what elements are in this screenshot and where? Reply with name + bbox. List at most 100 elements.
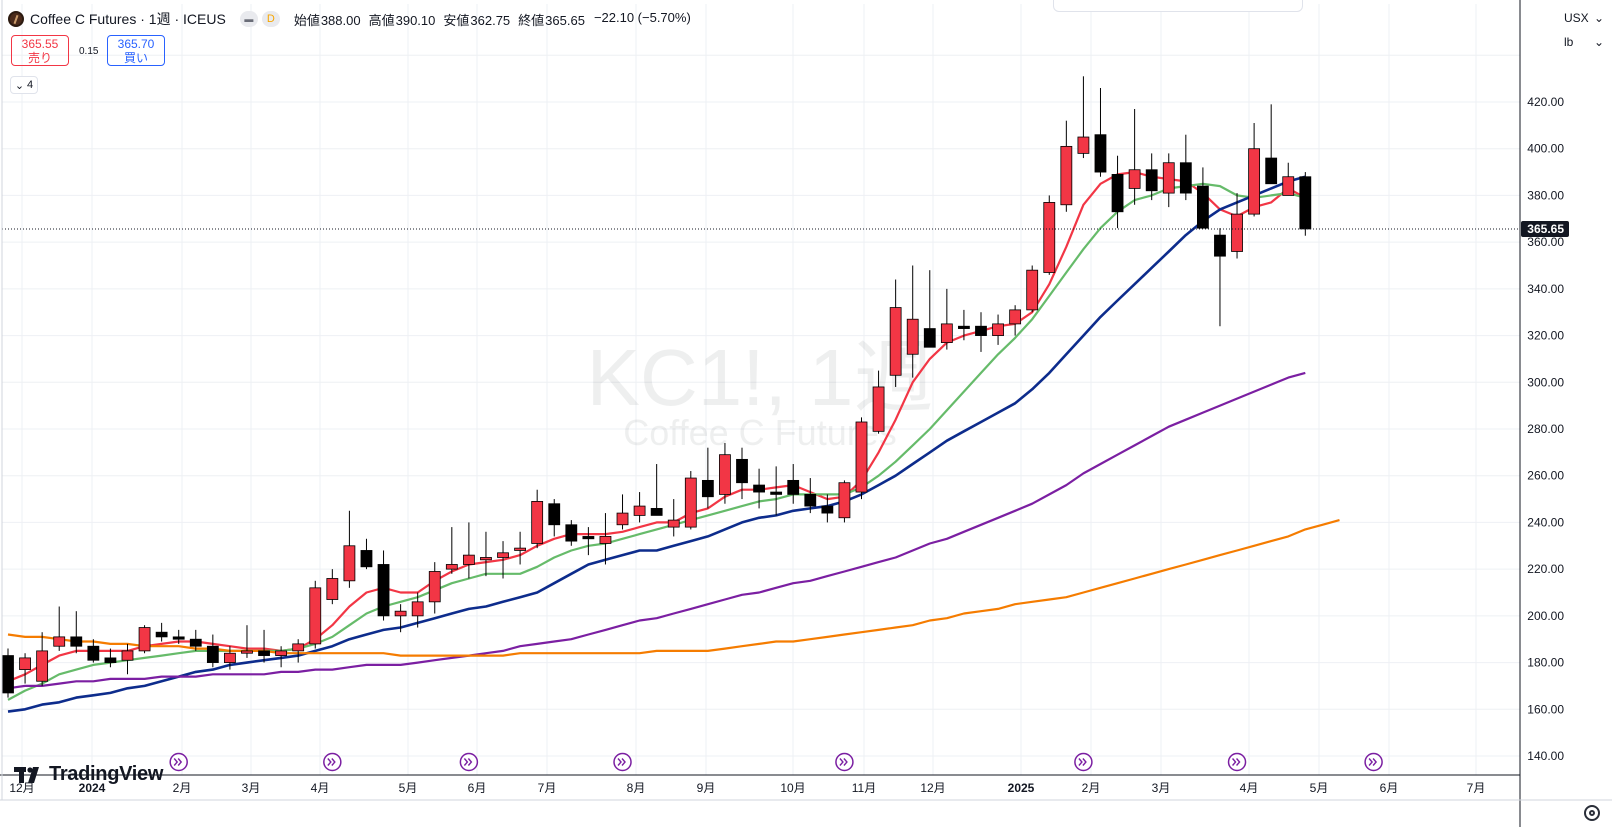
candle-body[interactable]	[241, 650, 253, 654]
candle-body[interactable]	[872, 386, 885, 432]
candle-body[interactable]	[121, 650, 134, 661]
candle-body[interactable]	[53, 636, 66, 647]
candle-body[interactable]	[104, 657, 117, 663]
unit-selector[interactable]: lb ⌄	[1564, 32, 1604, 52]
candle-body[interactable]	[377, 564, 390, 617]
candle-body[interactable]	[1128, 169, 1141, 189]
candle-body[interactable]	[889, 307, 902, 376]
candle-body[interactable]	[1077, 136, 1090, 154]
floating-drawing-toolbar[interactable]	[1053, 0, 1303, 12]
candle-body[interactable]	[19, 657, 31, 670]
indicators-toggle-button[interactable]: ⌄ 4	[10, 76, 38, 94]
candle-body[interactable]	[770, 491, 783, 495]
candle-body[interactable]	[599, 536, 612, 544]
candle-body[interactable]	[428, 571, 441, 603]
candle-body[interactable]	[958, 325, 970, 329]
candle-body[interactable]	[1162, 162, 1175, 194]
candle-body[interactable]	[1197, 185, 1209, 229]
event-marker-icon[interactable]	[1227, 752, 1247, 772]
candle-body[interactable]	[548, 503, 561, 526]
candle-body[interactable]	[224, 652, 236, 663]
candle-body[interactable]	[1060, 145, 1073, 206]
candle-body[interactable]	[633, 505, 646, 516]
candle-body[interactable]	[855, 421, 868, 493]
candle-body[interactable]	[394, 610, 407, 617]
candle-body[interactable]	[1179, 162, 1192, 194]
candle-body[interactable]	[445, 564, 458, 570]
candle-body[interactable]	[1265, 157, 1278, 185]
event-marker-icon[interactable]	[323, 752, 342, 772]
candle-body[interactable]	[155, 631, 168, 638]
candle-body[interactable]	[923, 328, 936, 348]
candle-body[interactable]	[1231, 213, 1243, 252]
candle-body[interactable]	[462, 554, 475, 565]
candle-body[interactable]	[650, 508, 663, 516]
sell-button[interactable]: 365.55 売り	[11, 35, 69, 66]
candle-body[interactable]	[275, 650, 288, 656]
candle-body[interactable]	[719, 454, 731, 495]
candle-body[interactable]	[189, 638, 202, 647]
candle-body[interactable]	[736, 458, 748, 484]
candle-body[interactable]	[1094, 134, 1107, 173]
event-marker-icon[interactable]	[459, 752, 479, 772]
candle-body[interactable]	[804, 493, 817, 507]
settings-gear-icon[interactable]	[1584, 805, 1600, 821]
candle-body[interactable]	[667, 519, 680, 528]
event-marker-icon[interactable]	[613, 752, 632, 772]
candle-body[interactable]	[582, 536, 595, 540]
candle-body[interactable]	[360, 550, 373, 568]
candle-body[interactable]	[684, 477, 697, 528]
candle-body[interactable]	[172, 636, 185, 640]
symbol-title[interactable]: Coffee C Futures · 1週 · ICEUS	[30, 11, 226, 27]
candle-body[interactable]	[326, 578, 339, 600]
candle-body[interactable]	[616, 512, 629, 526]
delayed-data-badge[interactable]: D	[261, 11, 280, 27]
candle-body[interactable]	[1299, 176, 1312, 230]
candle-body[interactable]	[1111, 174, 1124, 213]
candle-body[interactable]	[497, 552, 509, 558]
candle-body[interactable]	[975, 325, 987, 336]
candle-body[interactable]	[411, 601, 424, 617]
candle-body[interactable]	[36, 650, 49, 682]
candle-body[interactable]	[206, 645, 219, 663]
candle-body[interactable]	[1248, 148, 1261, 215]
candle-body[interactable]	[1214, 234, 1226, 257]
candle-body[interactable]	[753, 484, 765, 493]
symbol-legend[interactable]: Coffee C Futures · 1週 · ICEUS ▬ D 始値388.…	[8, 9, 691, 29]
candle-body[interactable]	[309, 587, 322, 645]
event-marker-icon[interactable]	[835, 752, 854, 772]
candle-body[interactable]	[1009, 309, 1022, 325]
candle-body[interactable]	[906, 318, 919, 355]
candle-body[interactable]	[70, 636, 83, 647]
candle-body[interactable]	[258, 650, 270, 656]
candle-body[interactable]	[838, 482, 851, 519]
candle-body[interactable]	[343, 545, 356, 582]
candle-body[interactable]	[565, 524, 578, 542]
candle-body[interactable]	[992, 323, 1004, 336]
candle-body[interactable]	[701, 479, 714, 498]
buy-button[interactable]: 365.70 買い	[107, 35, 165, 66]
candle-body[interactable]	[787, 479, 800, 495]
event-marker-icon[interactable]	[169, 752, 188, 772]
event-marker-icon[interactable]	[1364, 752, 1383, 772]
candle-body[interactable]	[1043, 202, 1056, 273]
candle-body[interactable]	[1026, 269, 1039, 311]
candle-body[interactable]	[1282, 176, 1295, 196]
event-marker-icon[interactable]	[1074, 752, 1093, 772]
tradingview-logo[interactable]: TradingView	[14, 763, 163, 786]
candle-body[interactable]	[514, 547, 526, 551]
currency-selector[interactable]: USX ⌄	[1564, 8, 1604, 28]
time-tick-label: 10月	[780, 781, 805, 795]
candle-body[interactable]	[87, 645, 100, 661]
candle-body[interactable]	[292, 643, 305, 652]
market-closed-icon[interactable]: ▬	[239, 11, 258, 27]
candle-body[interactable]	[138, 627, 151, 652]
candle-body[interactable]	[821, 505, 834, 514]
candle-body[interactable]	[531, 501, 544, 544]
candle-body[interactable]	[480, 557, 492, 561]
candle-body[interactable]	[2, 655, 14, 694]
candle-body[interactable]	[940, 323, 953, 343]
candle-body[interactable]	[1145, 169, 1158, 192]
